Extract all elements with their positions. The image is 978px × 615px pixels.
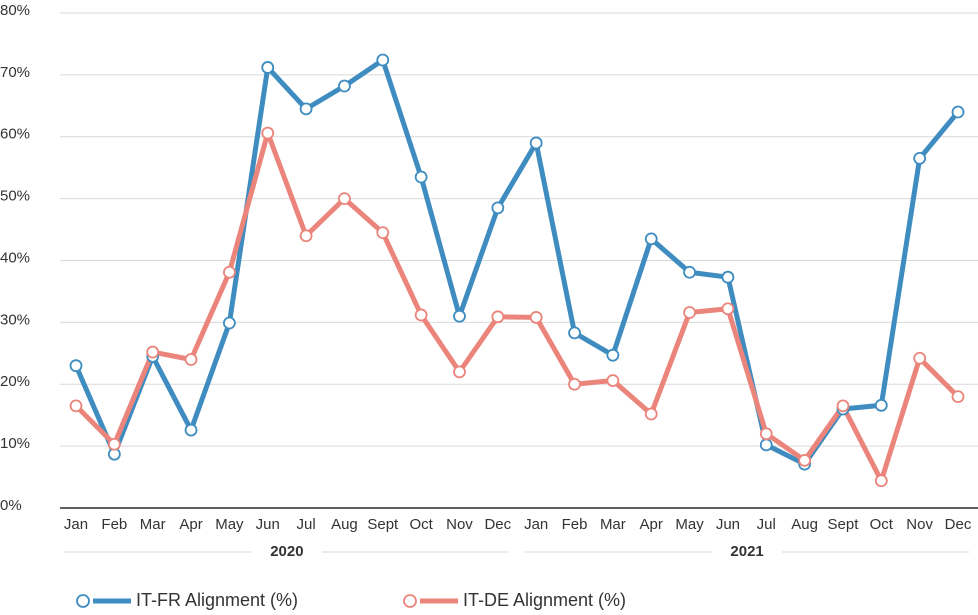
- point: [184, 423, 198, 437]
- point: [414, 170, 428, 184]
- point: [107, 437, 121, 451]
- y-tick-label: 70%: [0, 64, 30, 81]
- x-tick-label: Feb: [562, 516, 588, 533]
- x-tick-label: Jan: [64, 516, 88, 533]
- point: [222, 316, 236, 330]
- y-tick-label: 20%: [0, 373, 30, 390]
- x-tick-label: Dec: [484, 516, 511, 533]
- x-tick-label: May: [675, 516, 704, 533]
- x-tick-label: Mar: [600, 516, 626, 533]
- point: [951, 390, 965, 404]
- point: [606, 348, 620, 362]
- point: [261, 61, 275, 74]
- point: [759, 427, 773, 441]
- point: [913, 152, 927, 165]
- series-line: [74, 130, 960, 484]
- point: [721, 302, 735, 316]
- x-tick-label: Apr: [179, 516, 202, 533]
- point: [184, 353, 198, 366]
- legend-marker: [403, 594, 417, 608]
- series-line: [73, 57, 960, 467]
- point: [836, 399, 850, 413]
- point: [453, 365, 466, 379]
- point: [759, 438, 773, 452]
- group-label: 2020: [270, 543, 303, 560]
- x-tick-label: Nov: [446, 516, 473, 533]
- legend-label: IT-DE Alignment (%): [463, 590, 626, 610]
- point: [951, 105, 965, 119]
- point: [491, 201, 505, 215]
- x-tick-label: Aug: [331, 516, 358, 533]
- point: [606, 374, 620, 387]
- x-tick-label: Jan: [524, 516, 548, 533]
- y-tick-label: 60%: [0, 126, 30, 143]
- point: [913, 351, 927, 365]
- point: [529, 136, 543, 150]
- point: [338, 192, 351, 206]
- point: [798, 453, 812, 467]
- point: [261, 126, 275, 140]
- point: [338, 79, 351, 93]
- point: [376, 226, 390, 240]
- point: [376, 53, 390, 67]
- x-tick-label: Jun: [716, 516, 740, 533]
- point: [299, 102, 313, 116]
- point: [491, 310, 505, 324]
- y-tick-label: 30%: [0, 311, 30, 328]
- group-label: 2021: [730, 543, 763, 560]
- y-tick-label: 10%: [0, 435, 30, 452]
- point: [146, 345, 160, 359]
- x-tick-label: Jul: [757, 516, 776, 533]
- x-tick-label: Sept: [828, 516, 860, 533]
- point: [644, 407, 658, 421]
- x-tick-label: Oct: [409, 516, 433, 533]
- legend-marker: [76, 594, 90, 608]
- x-tick-label: Oct: [870, 516, 894, 533]
- point: [414, 308, 428, 322]
- x-tick-label: Jul: [296, 516, 315, 533]
- point: [874, 398, 888, 412]
- x-tick-label: Sept: [367, 516, 399, 533]
- x-tick-label: Apr: [640, 516, 663, 533]
- point: [222, 265, 236, 279]
- x-tick-label: Dec: [945, 516, 972, 533]
- y-tick-label: 80%: [0, 2, 30, 19]
- x-tick-label: Mar: [140, 516, 166, 533]
- point: [529, 311, 543, 324]
- x-tick-label: May: [215, 516, 244, 533]
- legend-label: IT-FR Alignment (%): [136, 590, 298, 610]
- x-tick-label: Jun: [256, 516, 280, 533]
- y-tick-label: 40%: [0, 249, 30, 266]
- point: [69, 399, 83, 413]
- point: [721, 270, 735, 284]
- point: [874, 474, 888, 488]
- point: [568, 326, 581, 340]
- x-tick-label: Aug: [791, 516, 818, 533]
- point: [683, 265, 696, 279]
- y-tick-label: 50%: [0, 188, 30, 205]
- point: [568, 377, 581, 391]
- x-tick-label: Nov: [906, 516, 933, 533]
- point: [453, 309, 466, 323]
- x-tick-label: Feb: [101, 516, 127, 533]
- y-tick-label: 0%: [0, 497, 22, 514]
- point: [644, 232, 658, 246]
- point: [299, 229, 313, 243]
- point: [683, 306, 696, 319]
- point: [69, 359, 83, 373]
